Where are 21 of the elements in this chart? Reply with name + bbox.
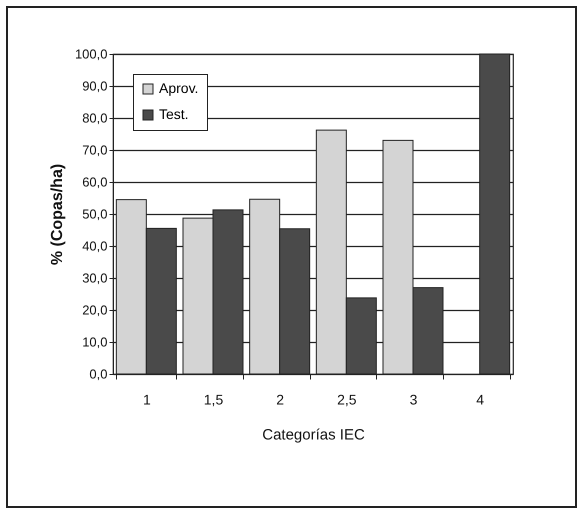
y-tick-label: 70,0: [82, 142, 108, 158]
y-tick-label: 40,0: [82, 238, 108, 254]
y-axis-title: % (Copas/ha): [48, 164, 66, 266]
y-tick-label: 0,0: [89, 366, 108, 382]
x-tick-label: 3: [410, 392, 418, 408]
x-tick-label: 2,5: [337, 392, 357, 408]
x-tick-label: 2: [276, 392, 284, 408]
x-tick-label: 1,5: [204, 392, 224, 408]
y-tick-label: 90,0: [82, 78, 108, 94]
y-tick-label: 10,0: [82, 334, 108, 350]
y-tick-label: 50,0: [82, 206, 108, 222]
x-tick-label: 1: [142, 392, 151, 408]
y-tick-label: 100,0: [74, 46, 108, 62]
x-axis-title: Categorías IEC: [262, 426, 365, 444]
y-tick-label: 60,0: [82, 174, 108, 190]
y-tick-label: 20,0: [82, 302, 108, 318]
y-tick-label: 80,0: [82, 110, 108, 126]
legend-label: Test.: [159, 106, 189, 122]
legend-label: Aprov.: [159, 80, 198, 96]
x-tick-label: 4: [476, 392, 484, 408]
y-tick-label: 30,0: [82, 270, 108, 286]
